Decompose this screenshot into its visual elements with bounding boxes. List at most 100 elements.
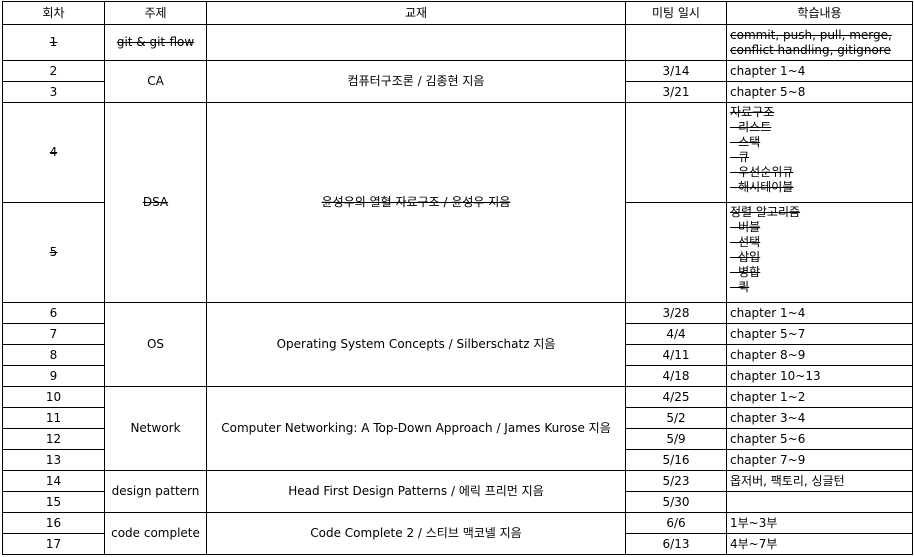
round-cell: 14 (2, 470, 105, 492)
content-line: - 선택 (730, 235, 761, 249)
topic-cell: git & git-flow (104, 24, 207, 61)
content-line: - 스택 (730, 135, 761, 149)
table-row: 13 5/16 chapter 7~9 (2, 449, 913, 471)
date-cell: 4/25 (625, 386, 727, 408)
round-cell: 16 (2, 512, 105, 534)
content-line: - 큐 (730, 150, 750, 164)
content-line: - 병합 (730, 265, 761, 279)
topic-cell: design pattern (104, 470, 207, 513)
textbook-cell: Head First Design Patterns / 에릭 프리먼 지음 (206, 470, 626, 513)
table-row: 15 5/30 (2, 491, 913, 513)
header-topic: 주제 (104, 1, 207, 25)
round-cell: 7 (2, 323, 105, 345)
content-cell: commit, push, pull, merge, conflict hand… (726, 24, 913, 61)
table-row: 2 CA 컴퓨터구조론 / 김종현 지음 3/14 chapter 1~4 (2, 60, 913, 103)
round-cell: 6 (2, 302, 105, 324)
date-cell: 5/23 (625, 470, 727, 492)
table-row: 17 6/13 4부~7부 (2, 533, 913, 555)
content-cell: 4부~7부 (726, 533, 913, 555)
content-line: - 리스트 (730, 120, 772, 134)
table-row: 10 Network Computer Networking: A Top-Do… (2, 386, 913, 471)
content-line: - 삽입 (730, 250, 761, 264)
header-meeting-date: 미팅 일시 (625, 1, 727, 25)
content-cell: chapter 5~6 (726, 428, 913, 450)
round-cell: 1 (2, 24, 105, 61)
round-cell: 13 (2, 449, 105, 471)
content-cell: chapter 10~13 (726, 365, 913, 387)
textbook-cell: Operating System Concepts / Silberschatz… (206, 302, 626, 387)
date-cell: 5/30 (625, 491, 727, 513)
content-cell: 자료구조 - 리스트 - 스택 - 큐 - 우선순위큐 - 해시테이블 (726, 102, 913, 203)
date-cell: 5/9 (625, 428, 727, 450)
header-textbook: 교재 (206, 1, 626, 25)
topic-cell: CA (104, 60, 207, 103)
content-cell: 옵저버, 팩토리, 싱글턴 (726, 470, 913, 492)
topic-cell: Network (104, 386, 207, 471)
table-row: 1 git & git-flow commit, push, pull, mer… (2, 24, 913, 61)
date-cell: 3/28 (625, 302, 727, 324)
table-row: 16 code complete Code Complete 2 / 스티브 맥… (2, 512, 913, 555)
content-line: 자료구조 (730, 105, 775, 119)
date-cell: 3/21 (625, 81, 727, 103)
content-cell: chapter 1~2 (726, 386, 913, 408)
content-cell: chapter 5~8 (726, 81, 913, 103)
date-cell: 5/16 (625, 449, 727, 471)
date-cell: 3/14 (625, 60, 727, 82)
content-cell: chapter 1~4 (726, 302, 913, 324)
header-round: 회차 (2, 1, 105, 25)
round-number: 1 (49, 35, 58, 49)
content-line: - 퀵 (730, 280, 750, 294)
date-cell: 5/2 (625, 407, 727, 429)
topic-name: git & git-flow (116, 35, 195, 49)
round-cell: 15 (2, 491, 105, 513)
round-cell: 3 (2, 81, 105, 103)
round-cell: 8 (2, 344, 105, 366)
textbook-cell: Code Complete 2 / 스티브 맥코넬 지음 (206, 512, 626, 555)
table-row: 5 정렬 알고리즘 - 버블 - 선택 - 삽입 - 병합 - 퀵 (2, 202, 913, 303)
content-line: - 버블 (730, 220, 761, 234)
content-cell: chapter 3~4 (726, 407, 913, 429)
textbook-cell: 컴퓨터구조론 / 김종현 지음 (206, 60, 626, 103)
date-cell: 4/4 (625, 323, 727, 345)
table-row: 6 OS Operating System Concepts / Silbers… (2, 302, 913, 387)
textbook-cell: Computer Networking: A Top-Down Approach… (206, 386, 626, 471)
date-cell: 6/6 (625, 512, 727, 534)
textbook-name: 윤성우의 열혈 자료구조 / 윤성우 지음 (321, 195, 511, 209)
content-line: - 우선순위큐 (730, 165, 794, 179)
content-cell: chapter 8~9 (726, 344, 913, 366)
topic-cell: code complete (104, 512, 207, 555)
content-line: commit, push, pull, merge, (730, 27, 892, 42)
round-number: 5 (49, 245, 58, 259)
table-row: 3 3/21 chapter 5~8 (2, 81, 913, 103)
date-cell: 4/18 (625, 365, 727, 387)
topic-name: DSA (142, 195, 169, 209)
topic-cell: OS (104, 302, 207, 387)
date-cell: 4/11 (625, 344, 727, 366)
content-cell: chapter 7~9 (726, 449, 913, 471)
content-line: 정렬 알고리즘 (730, 205, 801, 219)
content-cell: 1부~3부 (726, 512, 913, 534)
round-cell: 11 (2, 407, 105, 429)
date-cell (625, 24, 727, 61)
date-cell (625, 202, 727, 303)
round-cell: 4 (2, 102, 105, 203)
content-cell: chapter 1~4 (726, 60, 913, 82)
round-number: 4 (49, 145, 58, 159)
round-cell: 10 (2, 386, 105, 408)
date-cell: 6/13 (625, 533, 727, 555)
content-cell: 정렬 알고리즘 - 버블 - 선택 - 삽입 - 병합 - 퀵 (726, 202, 913, 303)
table-row: 14 design pattern Head First Design Patt… (2, 470, 913, 513)
round-cell: 2 (2, 60, 105, 82)
header-row: 회차 주제 교재 미팅 일시 학습내용 (2, 1, 913, 25)
content-line: conflict handling, gitignore (730, 42, 891, 57)
header-content: 학습내용 (726, 1, 913, 25)
topic-cell: DSA (104, 102, 207, 303)
textbook-cell (206, 24, 626, 61)
round-cell: 9 (2, 365, 105, 387)
content-cell (726, 491, 913, 513)
round-cell: 5 (2, 202, 105, 303)
round-cell: 12 (2, 428, 105, 450)
date-cell (625, 102, 727, 203)
round-cell: 17 (2, 533, 105, 555)
